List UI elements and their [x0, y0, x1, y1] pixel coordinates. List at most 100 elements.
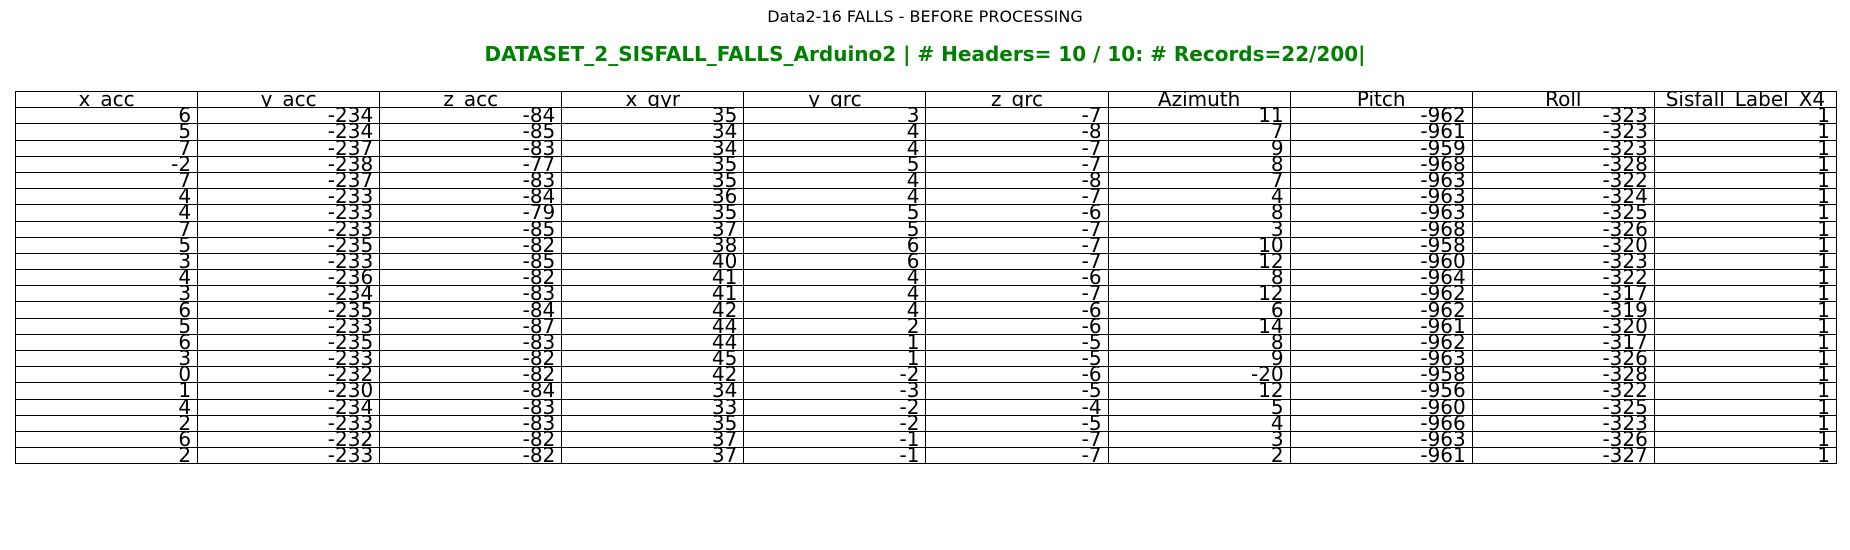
table-cell: 9 [1107, 349, 1291, 368]
header-row: x_acc y_acc z_acc x_gyr y_grc z_grc Azimuth Pit… [14, 90, 1838, 109]
table-cell: -6 [925, 317, 1109, 335]
table-row: 7 -237 -83 35 4 -8 7 -963 -322 1 [14, 171, 1838, 190]
table-cell: -964 [1289, 269, 1473, 287]
table-cell: 1 [1653, 171, 1838, 190]
table-cell: -234 [197, 123, 381, 141]
table-cell: 1 [1653, 236, 1838, 254]
table-cell: 5 [743, 204, 927, 222]
table-cell: -323 [1471, 414, 1655, 432]
table-cell: 1 [1653, 107, 1838, 125]
table-cell: -962 [1289, 301, 1473, 319]
table-cell: -7 [925, 285, 1109, 303]
table-cell: 36 [561, 188, 745, 206]
table-cell: 4 [14, 204, 199, 222]
table-cell: -83 [379, 171, 563, 190]
table-cell: -6 [925, 204, 1109, 222]
table-cell: -328 [1471, 155, 1655, 173]
column-header: Azimuth [1107, 90, 1291, 109]
table-cell: 38 [561, 236, 745, 254]
table-cell: 3 [14, 349, 199, 368]
table-cell: 3 [743, 107, 927, 125]
table-cell: -235 [197, 333, 381, 352]
table-cell: -320 [1471, 236, 1655, 254]
table-body: 6 -234 -84 35 3 -7 11 -962 -323 1 5 -234 -85 34 4 -8 7 -9… [14, 107, 1838, 465]
table-cell: 12 [1107, 252, 1291, 271]
table-cell: -233 [197, 252, 381, 271]
table-row: 5 -233 -87 44 2 -6 14 -961 -320 1 [14, 317, 1838, 335]
table-cell: -84 [379, 107, 563, 125]
table-cell: 4 [743, 301, 927, 319]
table-cell: -966 [1289, 414, 1473, 432]
table-cell: -956 [1289, 382, 1473, 400]
table-cell: 1 [1653, 252, 1838, 271]
table-cell: -323 [1471, 252, 1655, 271]
table-cell: 40 [561, 252, 745, 271]
table-cell: 5 [743, 220, 927, 238]
table-cell: 4 [743, 171, 927, 190]
table-row: 7 -233 -85 37 5 -7 3 -968 -326 1 [14, 220, 1838, 238]
table-cell: -238 [197, 155, 381, 173]
table-cell: 10 [1107, 236, 1291, 254]
table-cell: 34 [561, 139, 745, 157]
table-cell: -6 [925, 269, 1109, 287]
table-cell: -959 [1289, 139, 1473, 157]
table-cell: 3 [1107, 220, 1291, 238]
table-cell: -320 [1471, 317, 1655, 335]
table-cell: 6 [14, 333, 199, 352]
column-header: z_grc [925, 90, 1109, 109]
table-cell: 1 [1653, 447, 1838, 465]
table-cell: -2 [14, 155, 199, 173]
table-cell: 1 [1653, 366, 1838, 384]
table-cell: -963 [1289, 188, 1473, 206]
table-cell: -82 [379, 269, 563, 287]
table-cell: 1 [743, 349, 927, 368]
table-cell: -322 [1471, 382, 1655, 400]
table-cell: 1 [14, 382, 199, 400]
table-cell: 8 [1107, 333, 1291, 352]
table-cell: -325 [1471, 204, 1655, 222]
table-row: 2 -233 -83 35 -2 -5 4 -966 -323 1 [14, 414, 1838, 432]
table-cell: 6 [14, 301, 199, 319]
table-cell: -7 [925, 447, 1109, 465]
table-cell: -326 [1471, 349, 1655, 368]
table-cell: 1 [1653, 123, 1838, 141]
table-cell: 1 [1653, 269, 1838, 287]
table-cell: 2 [743, 317, 927, 335]
table-cell: -7 [925, 220, 1109, 238]
table-cell: 42 [561, 301, 745, 319]
column-header: z_acc [379, 90, 563, 109]
table-cell: 1 [1653, 382, 1838, 400]
table-row: 4 -234 -83 33 -2 -4 5 -960 -325 1 [14, 398, 1838, 416]
table-cell: -963 [1289, 430, 1473, 449]
table-cell: 4 [743, 139, 927, 157]
table-cell: -83 [379, 414, 563, 432]
table-cell: -233 [197, 317, 381, 335]
data-table: x_acc y_acc z_acc x_gyr y_grc z_grc Azimuth Pit… [14, 90, 1838, 465]
table-cell: 8 [1107, 269, 1291, 287]
table-cell: -232 [197, 366, 381, 384]
table-cell: 1 [1653, 139, 1838, 157]
column-header: Sisfall_Label_X4 [1653, 90, 1838, 109]
table-cell: 11 [1107, 107, 1291, 125]
table-cell: -5 [925, 382, 1109, 400]
table-cell: -7 [925, 188, 1109, 206]
table-cell: 7 [14, 171, 199, 190]
table-cell: -958 [1289, 366, 1473, 384]
table-cell: 12 [1107, 285, 1291, 303]
table-cell: -962 [1289, 333, 1473, 352]
table-cell: -5 [925, 414, 1109, 432]
table-cell: -960 [1289, 398, 1473, 416]
table-cell: 4 [1107, 188, 1291, 206]
table-cell: 0 [14, 366, 199, 384]
table-cell: -82 [379, 430, 563, 449]
table-cell: -962 [1289, 107, 1473, 125]
table-cell: -234 [197, 398, 381, 416]
table-cell: 37 [561, 447, 745, 465]
table-cell: -960 [1289, 252, 1473, 271]
table-cell: 35 [561, 155, 745, 173]
table-cell: 41 [561, 269, 745, 287]
table-cell: 4 [743, 269, 927, 287]
table-cell: -968 [1289, 220, 1473, 238]
table-cell: 6 [1107, 301, 1291, 319]
table-row: 6 -235 -83 44 1 -5 8 -962 -317 1 [14, 333, 1838, 352]
